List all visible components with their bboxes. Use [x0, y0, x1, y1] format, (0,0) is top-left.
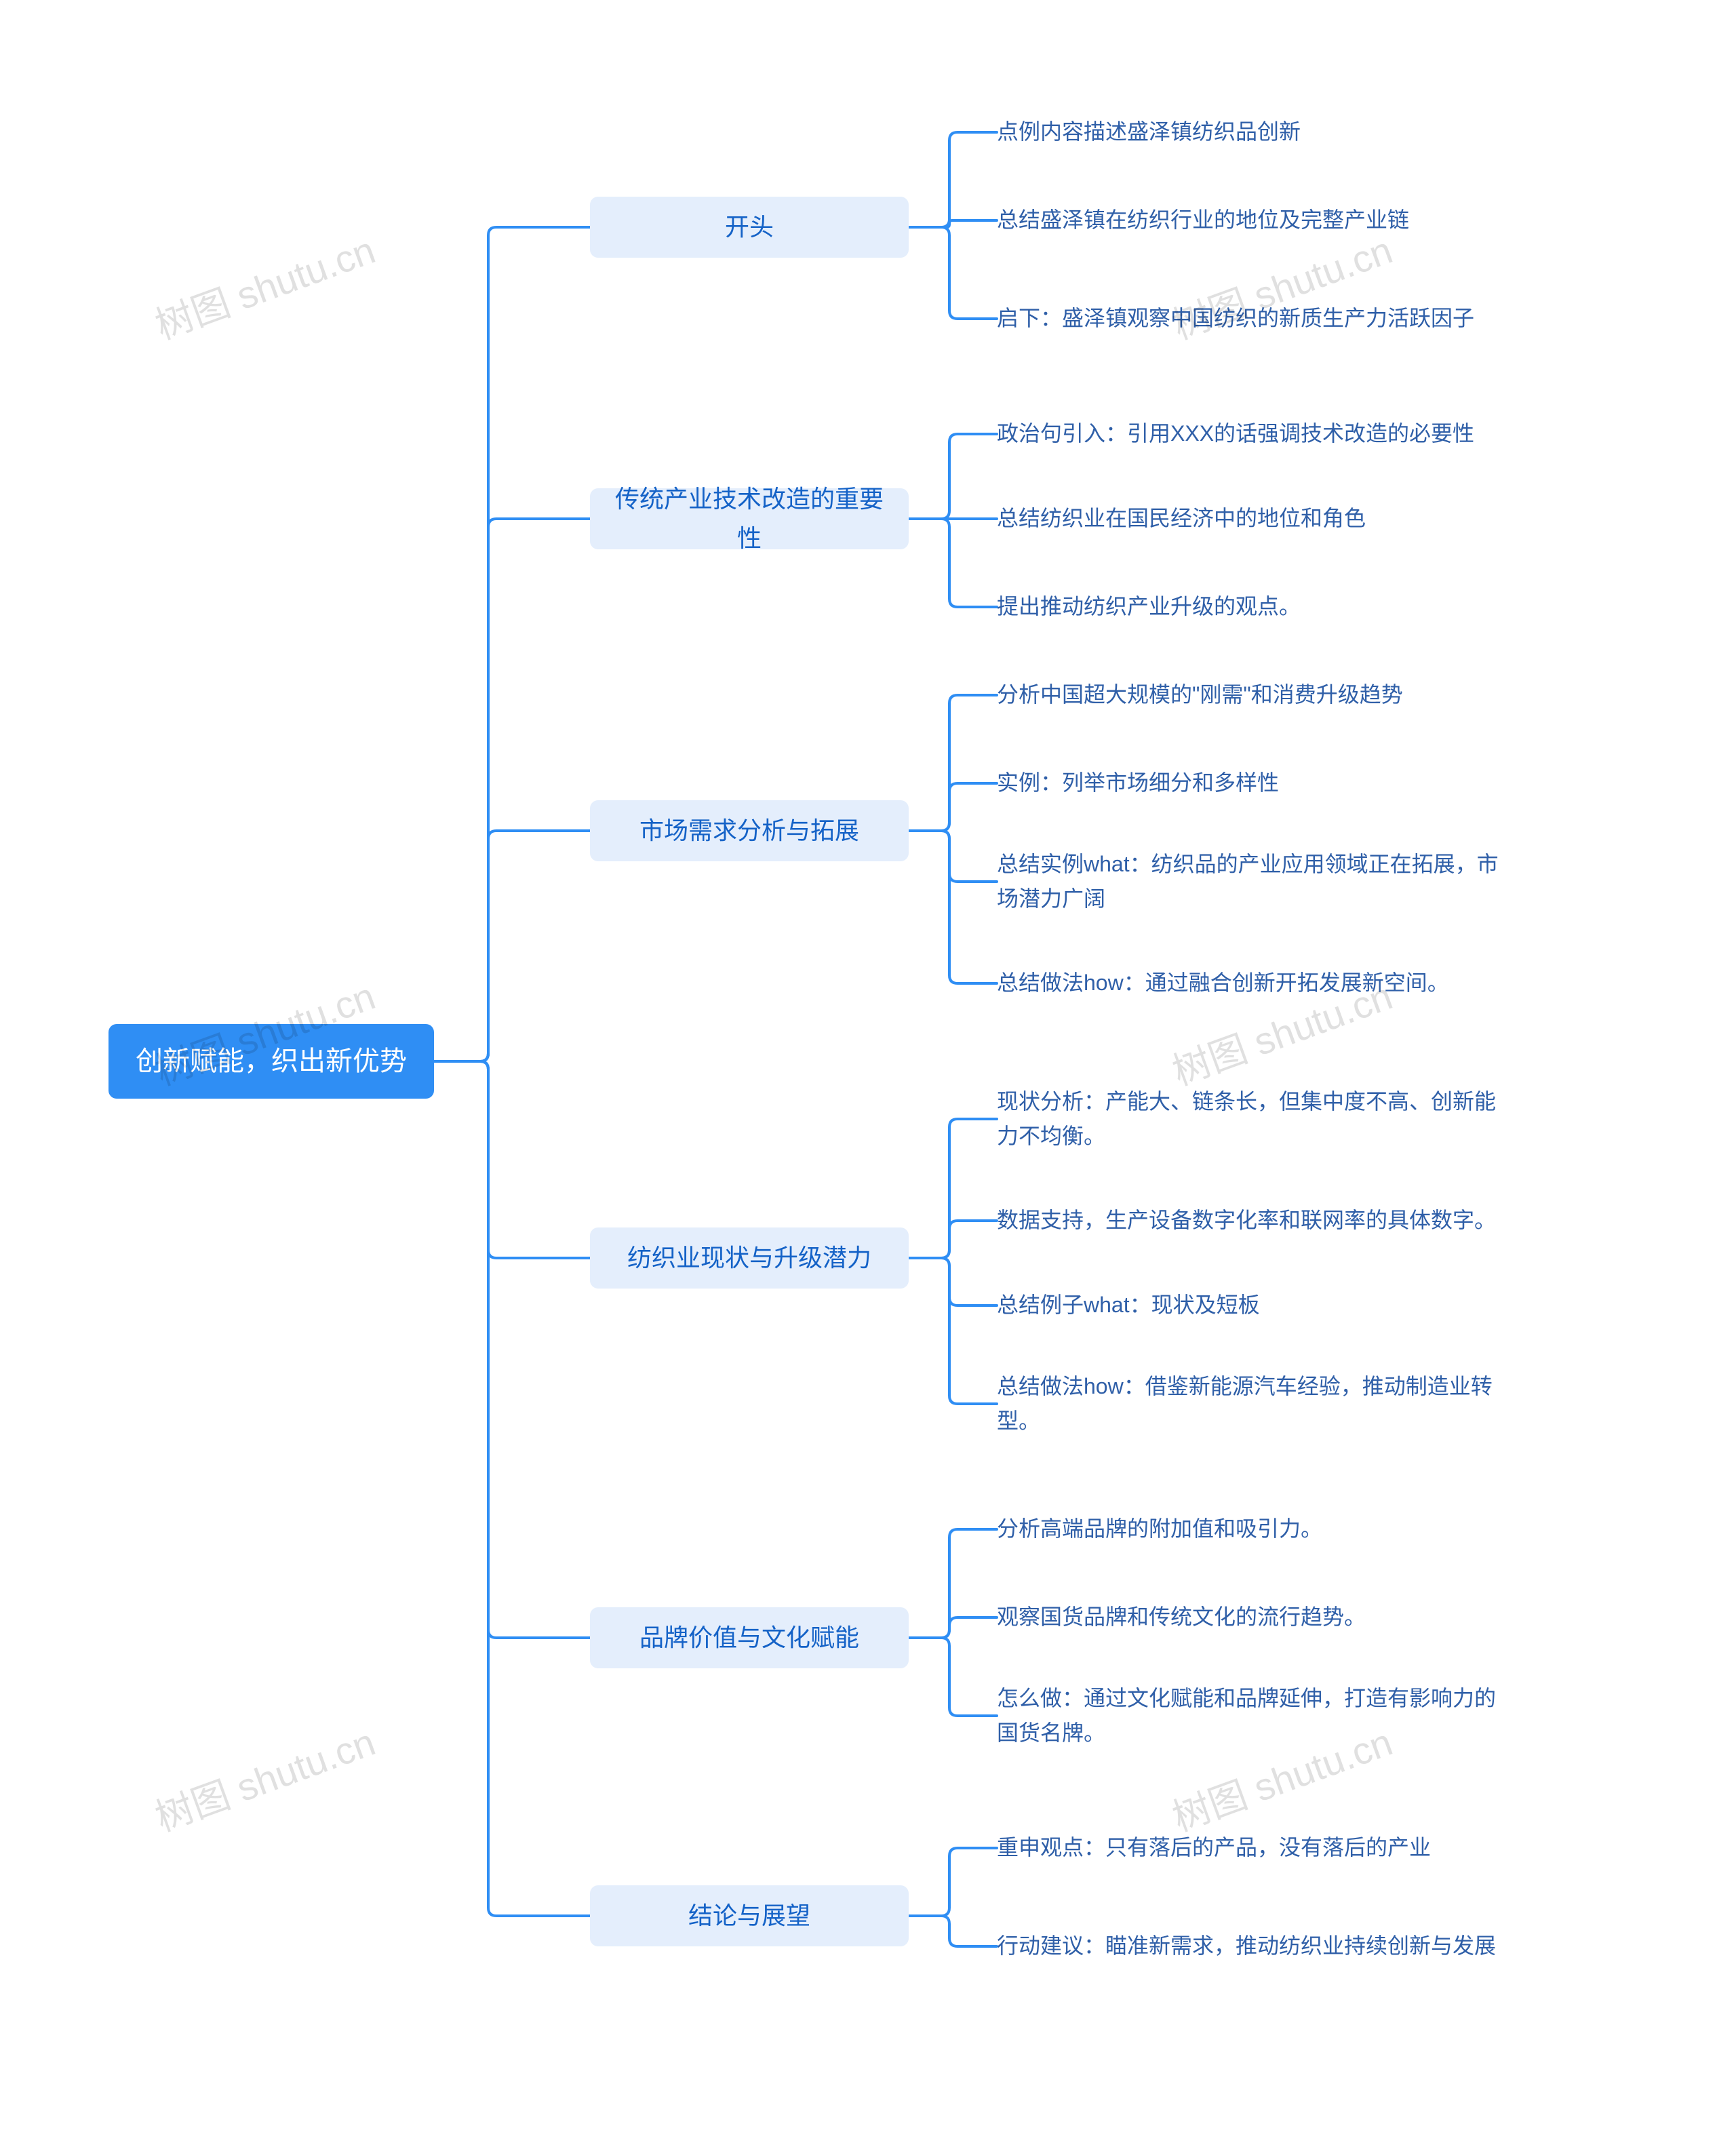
- branch-node[interactable]: 开头: [590, 197, 909, 258]
- mindmap-canvas: 创新赋能，织出新优势 开头 点例内容描述盛泽镇纺织品创新总结盛泽镇在纺织行业的地位…: [0, 0, 1736, 2141]
- branch-node[interactable]: 市场需求分析与拓展: [590, 800, 909, 861]
- root-label: 创新赋能，织出新优势: [136, 1040, 407, 1083]
- leaf-label: 总结做法how：借鉴新能源汽车经验，推动制造业转型。: [997, 1369, 1512, 1438]
- branch-node[interactable]: 传统产业技术改造的重要性: [590, 488, 909, 549]
- leaf-label: 实例：列举市场细分和多样性: [997, 766, 1279, 800]
- watermark: 树图 shutu.cn: [146, 1712, 382, 1842]
- leaf-node[interactable]: 总结做法how：借鉴新能源汽车经验，推动制造业转型。: [997, 1370, 1512, 1438]
- leaf-label: 总结做法how：通过融合创新开拓发展新空间。: [997, 966, 1449, 1000]
- branch-node[interactable]: 纺织业现状与升级潜力: [590, 1227, 909, 1289]
- leaf-node[interactable]: 总结例子what：现状及短板: [997, 1289, 1512, 1322]
- leaf-label: 总结纺织业在国民经济中的地位和角色: [997, 501, 1366, 536]
- leaf-node[interactable]: 现状分析：产能大、链条长，但集中度不高、创新能力不均衡。: [997, 1085, 1512, 1153]
- leaf-label: 重申观点：只有落后的产品，没有落后的产业: [997, 1830, 1431, 1865]
- root-node[interactable]: 创新赋能，织出新优势: [108, 1024, 434, 1099]
- leaf-node[interactable]: 点例内容描述盛泽镇纺织品创新: [997, 115, 1512, 149]
- leaf-node[interactable]: 总结实例what：纺织品的产业应用领域正在拓展，市场潜力广阔: [997, 848, 1512, 916]
- branch-label: 结论与展望: [688, 1896, 810, 1936]
- watermark: 树图 shutu.cn: [146, 220, 382, 350]
- leaf-label: 提出推动纺织产业升级的观点。: [997, 589, 1301, 624]
- leaf-label: 分析中国超大规模的"刚需"和消费升级趋势: [997, 677, 1403, 712]
- leaf-node[interactable]: 总结盛泽镇在纺织行业的地位及完整产业链: [997, 203, 1512, 237]
- branch-label: 纺织业现状与升级潜力: [627, 1238, 871, 1278]
- leaf-node[interactable]: 数据支持，生产设备数字化率和联网率的具体数字。: [997, 1187, 1512, 1255]
- leaf-label: 分析高端品牌的附加值和吸引力。: [997, 1512, 1322, 1546]
- leaf-node[interactable]: 分析高端品牌的附加值和吸引力。: [997, 1512, 1512, 1546]
- leaf-node[interactable]: 行动建议：瞄准新需求，推动纺织业持续创新与发展: [997, 1912, 1512, 1980]
- leaf-label: 启下：盛泽镇观察中国纺织的新质生产力活跃因子: [997, 301, 1474, 336]
- leaf-label: 现状分析：产能大、链条长，但集中度不高、创新能力不均衡。: [997, 1084, 1512, 1154]
- leaf-label: 总结实例what：纺织品的产业应用领域正在拓展，市场潜力广阔: [997, 847, 1512, 916]
- leaf-node[interactable]: 启下：盛泽镇观察中国纺织的新质生产力活跃因子: [997, 285, 1512, 353]
- branch-label: 开头: [725, 208, 774, 247]
- leaf-label: 观察国货品牌和传统文化的流行趋势。: [997, 1600, 1366, 1634]
- leaf-node[interactable]: 分析中国超大规模的"刚需"和消费升级趋势: [997, 678, 1512, 712]
- leaf-node[interactable]: 观察国货品牌和传统文化的流行趋势。: [997, 1600, 1512, 1634]
- leaf-label: 总结盛泽镇在纺织行业的地位及完整产业链: [997, 203, 1409, 237]
- leaf-label: 点例内容描述盛泽镇纺织品创新: [997, 115, 1301, 149]
- leaf-label: 行动建议：瞄准新需求，推动纺织业持续创新与发展: [997, 1929, 1496, 1963]
- leaf-node[interactable]: 政治句引入：引用XXX的话强调技术改造的必要性: [997, 400, 1512, 468]
- branch-label: 品牌价值与文化赋能: [639, 1618, 859, 1657]
- leaf-node[interactable]: 怎么做：通过文化赋能和品牌延伸，打造有影响力的国货名牌。: [997, 1682, 1512, 1750]
- leaf-label: 政治句引入：引用XXX的话强调技术改造的必要性: [997, 416, 1474, 451]
- branch-label: 传统产业技术改造的重要性: [610, 479, 888, 557]
- leaf-node[interactable]: 实例：列举市场细分和多样性: [997, 766, 1512, 800]
- branch-label: 市场需求分析与拓展: [639, 811, 859, 850]
- leaf-node[interactable]: 总结做法how：通过融合创新开拓发展新空间。: [997, 949, 1512, 1017]
- leaf-label: 数据支持，生产设备数字化率和联网率的具体数字。: [997, 1203, 1496, 1238]
- leaf-label: 怎么做：通过文化赋能和品牌延伸，打造有影响力的国货名牌。: [997, 1681, 1512, 1750]
- leaf-node[interactable]: 总结纺织业在国民经济中的地位和角色: [997, 502, 1512, 536]
- leaf-node[interactable]: 重申观点：只有落后的产品，没有落后的产业: [997, 1831, 1512, 1865]
- leaf-node[interactable]: 提出推动纺织产业升级的观点。: [997, 590, 1512, 624]
- leaf-label: 总结例子what：现状及短板: [997, 1288, 1260, 1322]
- branch-node[interactable]: 品牌价值与文化赋能: [590, 1607, 909, 1668]
- branch-node[interactable]: 结论与展望: [590, 1885, 909, 1946]
